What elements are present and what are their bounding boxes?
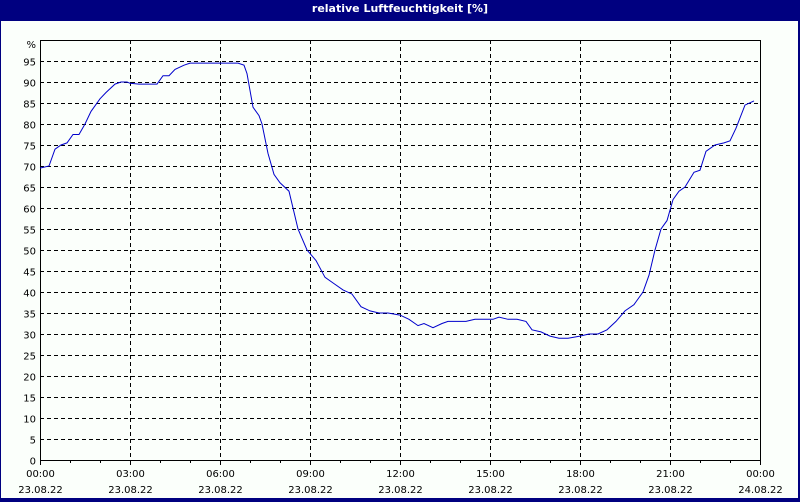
plot-area-border — [40, 40, 761, 461]
y-tick-label: 45 — [23, 268, 36, 279]
y-tick-label: 35 — [23, 310, 36, 321]
y-tick-label: 50 — [23, 247, 36, 258]
x-tick-time: 21:00 — [656, 469, 685, 480]
y-tick-label: 5 — [30, 436, 36, 447]
x-tick-time: 15:00 — [476, 469, 505, 480]
y-tick-label: 65 — [23, 184, 36, 195]
y-tick-label: 60 — [23, 205, 36, 216]
y-tick-label: 95 — [23, 58, 36, 69]
x-tick-date: 23.08.22 — [108, 485, 153, 496]
x-tick-time: 06:00 — [206, 469, 235, 480]
x-tick-time: 09:00 — [296, 469, 325, 480]
chart-canvas: 0 5 10 15 20 25 30 35 40 45 50 55 60 65 70 75 80 85 90 95% 0… — [1, 21, 798, 498]
y-tick-label: 20 — [23, 373, 36, 384]
chart-title: relative Luftfeuchtigkeit [%] — [311, 2, 489, 15]
y-tick-label: 85 — [23, 100, 36, 111]
x-tick-date: 23.08.22 — [648, 485, 693, 496]
y-tick-label: 15 — [23, 394, 36, 405]
y-unit-label: % — [26, 40, 36, 51]
x-tick-time: 12:00 — [386, 469, 415, 480]
x-tick-date: 23.08.22 — [378, 485, 423, 496]
x-tick-time: 18:00 — [566, 469, 595, 480]
x-tick-date: 23.08.22 — [198, 485, 243, 496]
humidity-line — [39, 62, 755, 339]
x-tick-date: 24.08.22 — [738, 485, 783, 496]
y-tick-label: 25 — [23, 352, 36, 363]
y-tick-label: 0 — [30, 457, 36, 468]
x-tick-time: 00:00 — [746, 469, 775, 480]
y-tick-label: 30 — [23, 331, 36, 342]
x-tick-date: 23.08.22 — [468, 485, 513, 496]
y-tick-label: 40 — [23, 289, 36, 300]
y-tick-label: 70 — [23, 163, 36, 174]
x-tick-date: 23.08.22 — [558, 485, 603, 496]
x-tick-date: 23.08.22 — [288, 485, 333, 496]
x-tick-time: 00:00 — [26, 469, 55, 480]
y-tick-label: 80 — [23, 121, 36, 132]
y-tick-label: 55 — [23, 226, 36, 237]
y-tick-label: 75 — [23, 142, 36, 153]
y-tick-label: 90 — [23, 79, 36, 90]
x-tick-time: 03:00 — [116, 469, 145, 480]
x-tick-date: 23.08.22 — [18, 485, 63, 496]
line-chart: 0 5 10 15 20 25 30 35 40 45 50 55 60 65 70 75 80 85 90 95% 0… — [18, 40, 783, 496]
y-tick-label: 10 — [23, 415, 36, 426]
